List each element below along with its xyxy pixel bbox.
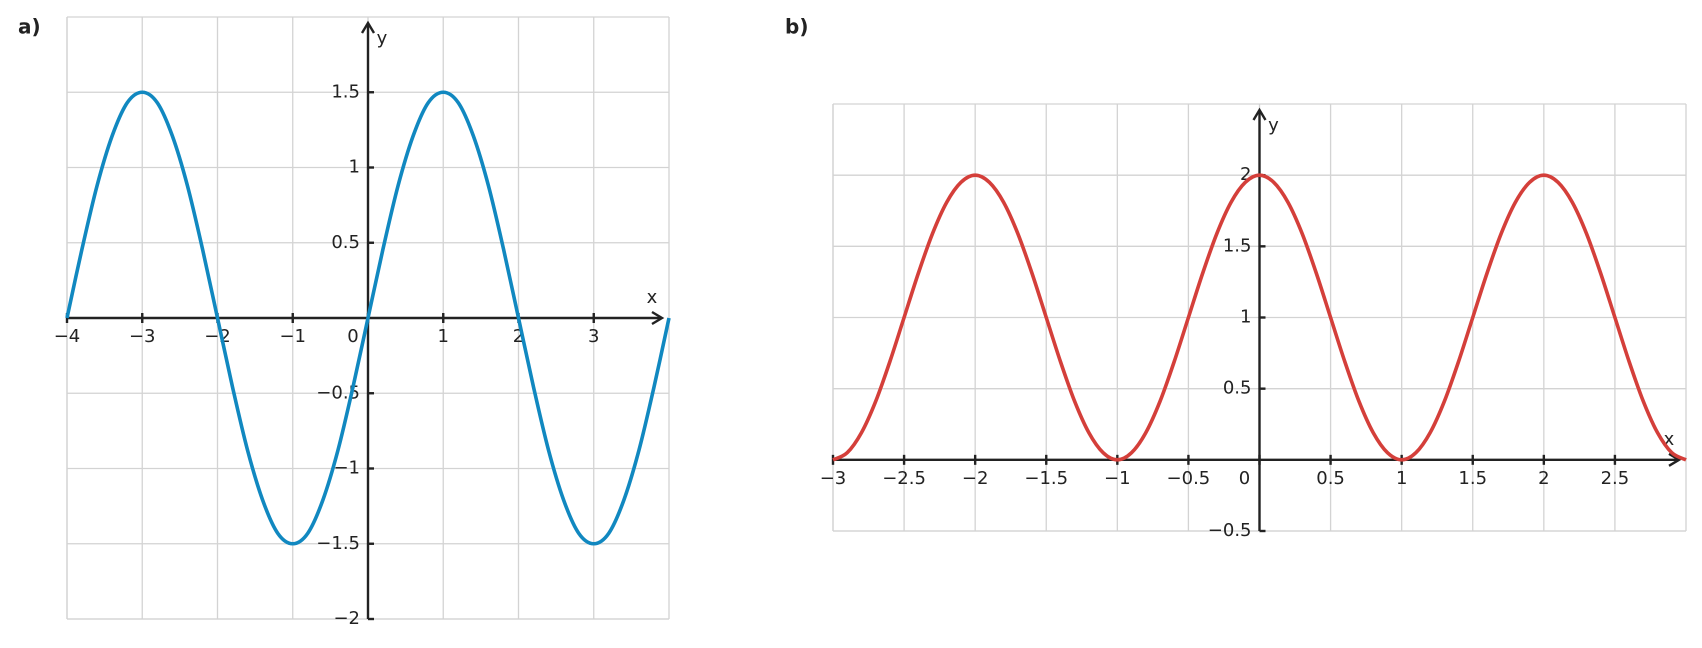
- x-tick-label: −4: [54, 326, 81, 347]
- x-tick-label: −1.5: [1024, 468, 1068, 489]
- x-axis-label: x: [1664, 429, 1675, 450]
- x-tick-label: 1: [438, 326, 449, 347]
- y-tick-label: −1.5: [316, 533, 360, 554]
- x-axis-arrow: [1668, 452, 1682, 467]
- y-tick-label: 1: [1240, 307, 1251, 328]
- x-tick-label: 2: [1538, 468, 1549, 489]
- panel-label: a): [18, 15, 41, 39]
- x-tick-label: −1: [1104, 468, 1131, 489]
- x-tick-label: −2: [962, 468, 989, 489]
- y-tick-label: −2: [333, 608, 360, 629]
- x-tick-label: −0.5: [1167, 468, 1211, 489]
- x-tick-label: 1.5: [1458, 468, 1487, 489]
- y-tick-label: 1: [349, 157, 360, 178]
- y-tick-label: 0.5: [331, 232, 360, 253]
- y-tick-label: 1.5: [1223, 235, 1252, 256]
- y-axis-arrow: [360, 20, 376, 34]
- x-tick-label: 0.5: [1316, 468, 1345, 489]
- x-tick-label: −2.5: [882, 468, 926, 489]
- y-tick-label: 0.5: [1223, 378, 1252, 399]
- y-axis-arrow: [1252, 107, 1267, 121]
- line: [65, 90, 671, 546]
- x-tick-label: −1: [279, 326, 306, 347]
- y-tick-label: 1.5: [331, 81, 360, 102]
- x-tick-label: 2.5: [1601, 468, 1630, 489]
- x-tick-label: 0: [347, 326, 358, 347]
- x-axis-label: x: [647, 287, 658, 308]
- x-tick-label: 0: [1239, 468, 1250, 489]
- x-tick-label: 3: [588, 326, 599, 347]
- x-tick-label: −3: [129, 326, 156, 347]
- y-tick-label: −1: [333, 458, 360, 479]
- y-axis-label: y: [377, 28, 388, 49]
- y-axis-label: y: [1268, 115, 1279, 136]
- x-tick-label: −2: [204, 326, 231, 347]
- x-axis-arrow: [651, 310, 665, 326]
- x-tick-label: 1: [1396, 468, 1407, 489]
- y-tick-label: −0.5: [1208, 520, 1252, 541]
- panel-label: b): [785, 15, 808, 39]
- line: [832, 173, 1687, 462]
- x-tick-label: 2: [513, 326, 524, 347]
- y-tick-label: 2: [1240, 164, 1251, 185]
- x-tick-label: −3: [820, 468, 847, 489]
